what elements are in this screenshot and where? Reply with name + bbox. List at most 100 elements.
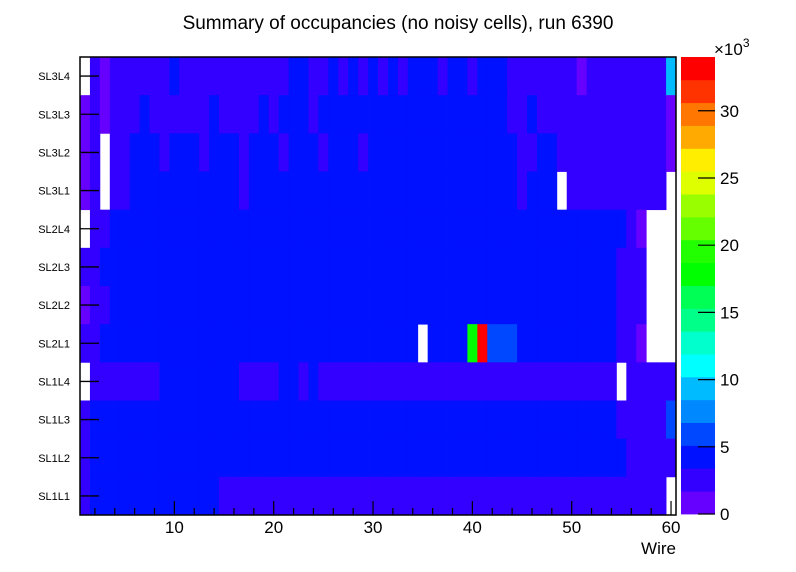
heatmap-cell bbox=[487, 362, 498, 401]
heatmap-cell bbox=[387, 400, 399, 440]
x-tick-label: 60 bbox=[662, 518, 681, 537]
heatmap-cell bbox=[517, 57, 528, 96]
heatmap-cell bbox=[219, 362, 230, 401]
heatmap-cell bbox=[437, 57, 448, 96]
heatmap-cell bbox=[646, 438, 657, 478]
x-axis: 10 20 30 40 50 60 bbox=[94, 501, 681, 537]
heatmap-cell bbox=[487, 286, 498, 325]
heatmap-cell bbox=[556, 209, 568, 249]
heatmap-cell bbox=[258, 324, 270, 363]
heatmap-cell bbox=[666, 438, 677, 478]
heatmap-cell bbox=[298, 286, 309, 325]
heatmap-cell bbox=[457, 171, 468, 211]
colorbar-multiplier-base: ×10 bbox=[714, 40, 743, 59]
heatmap-cell bbox=[656, 438, 667, 478]
heatmap-cell bbox=[477, 209, 488, 249]
heatmap-cell bbox=[566, 476, 578, 516]
heatmap-cell bbox=[517, 247, 528, 287]
heatmap-cell bbox=[447, 324, 458, 363]
heatmap-cell bbox=[348, 324, 359, 363]
heatmap-cell bbox=[219, 400, 230, 440]
heatmap-cell bbox=[477, 95, 488, 134]
heatmap-cell bbox=[527, 324, 538, 363]
heatmap-cell bbox=[268, 171, 280, 211]
heatmap-cell bbox=[507, 400, 518, 440]
heatmap-cell bbox=[318, 324, 329, 363]
heatmap-cell bbox=[278, 247, 289, 287]
heatmap-cell bbox=[397, 476, 409, 516]
heatmap-cell bbox=[199, 57, 210, 96]
heatmap-cell bbox=[119, 171, 131, 211]
heatmap-cell bbox=[507, 95, 518, 134]
heatmap-cell bbox=[387, 324, 399, 363]
heatmap-cell bbox=[517, 209, 528, 249]
heatmap-cell bbox=[139, 247, 150, 287]
heatmap-cell bbox=[149, 476, 160, 516]
heatmap-cell bbox=[397, 438, 409, 478]
heatmap-cell bbox=[517, 171, 528, 211]
heatmap-cell bbox=[238, 133, 250, 172]
y-tick-label: SL2L2 bbox=[38, 300, 70, 312]
heatmap-cell bbox=[159, 209, 170, 249]
heatmap-cell bbox=[268, 476, 280, 516]
heatmap-cell bbox=[437, 362, 448, 401]
heatmap-cell bbox=[407, 438, 419, 478]
colorbar-tick-label: 0 bbox=[720, 505, 729, 524]
heatmap-cell bbox=[407, 247, 419, 287]
heatmap-cell bbox=[546, 400, 558, 440]
heatmap-cell bbox=[497, 95, 508, 134]
heatmap-cell bbox=[378, 476, 389, 516]
heatmap-cell bbox=[427, 476, 438, 516]
heatmap-cell bbox=[298, 247, 309, 287]
heatmap-cell bbox=[457, 362, 468, 401]
heatmap-cell bbox=[308, 209, 319, 249]
heatmap-cell bbox=[219, 133, 230, 172]
heatmap-cell bbox=[447, 95, 458, 134]
heatmap-cell bbox=[129, 324, 140, 363]
heatmap-cell bbox=[258, 362, 270, 401]
heatmap-cell bbox=[358, 400, 369, 440]
heatmap-cell bbox=[437, 286, 448, 325]
heatmap-cell bbox=[606, 362, 617, 401]
heatmap-cell bbox=[606, 209, 617, 249]
heatmap-cell bbox=[566, 57, 578, 96]
heatmap-cell bbox=[99, 209, 111, 249]
heatmap-cell bbox=[427, 95, 438, 134]
heatmap-cell bbox=[318, 247, 329, 287]
heatmap-cell bbox=[169, 476, 180, 516]
heatmap-cell bbox=[358, 324, 369, 363]
heatmap-cell bbox=[536, 286, 548, 325]
heatmap-cell bbox=[536, 362, 548, 401]
heatmap-cell bbox=[358, 209, 369, 249]
heatmap-cell bbox=[149, 133, 160, 172]
heatmap-cell bbox=[536, 57, 548, 96]
heatmap-cell bbox=[387, 133, 399, 172]
x-tick-label: 10 bbox=[165, 518, 184, 537]
heatmap-cell bbox=[626, 362, 637, 401]
heatmap-cell bbox=[119, 476, 131, 516]
heatmap-cells bbox=[80, 57, 677, 516]
heatmap-cell bbox=[229, 57, 240, 96]
heatmap-cell bbox=[229, 324, 240, 363]
heatmap-cell bbox=[457, 209, 468, 249]
heatmap-cell bbox=[437, 400, 448, 440]
heatmap-cell bbox=[318, 57, 329, 96]
heatmap-cell bbox=[507, 362, 518, 401]
heatmap-cell bbox=[258, 171, 270, 211]
heatmap-cell bbox=[378, 362, 389, 401]
heatmap-cell bbox=[527, 362, 538, 401]
heatmap-cell bbox=[358, 95, 369, 134]
heatmap-cell bbox=[229, 476, 240, 516]
heatmap-cell bbox=[229, 171, 240, 211]
heatmap-cell bbox=[179, 362, 190, 401]
heatmap-cell bbox=[378, 324, 389, 363]
heatmap-cell bbox=[576, 362, 587, 401]
heatmap-cell bbox=[119, 133, 131, 172]
heatmap-cell bbox=[159, 438, 170, 478]
heatmap-cell bbox=[368, 171, 379, 211]
heatmap-cell bbox=[348, 95, 359, 134]
heatmap-cell bbox=[149, 362, 160, 401]
heatmap-cell bbox=[417, 362, 429, 401]
colorbar-band bbox=[681, 79, 715, 104]
heatmap-cell bbox=[308, 171, 319, 211]
